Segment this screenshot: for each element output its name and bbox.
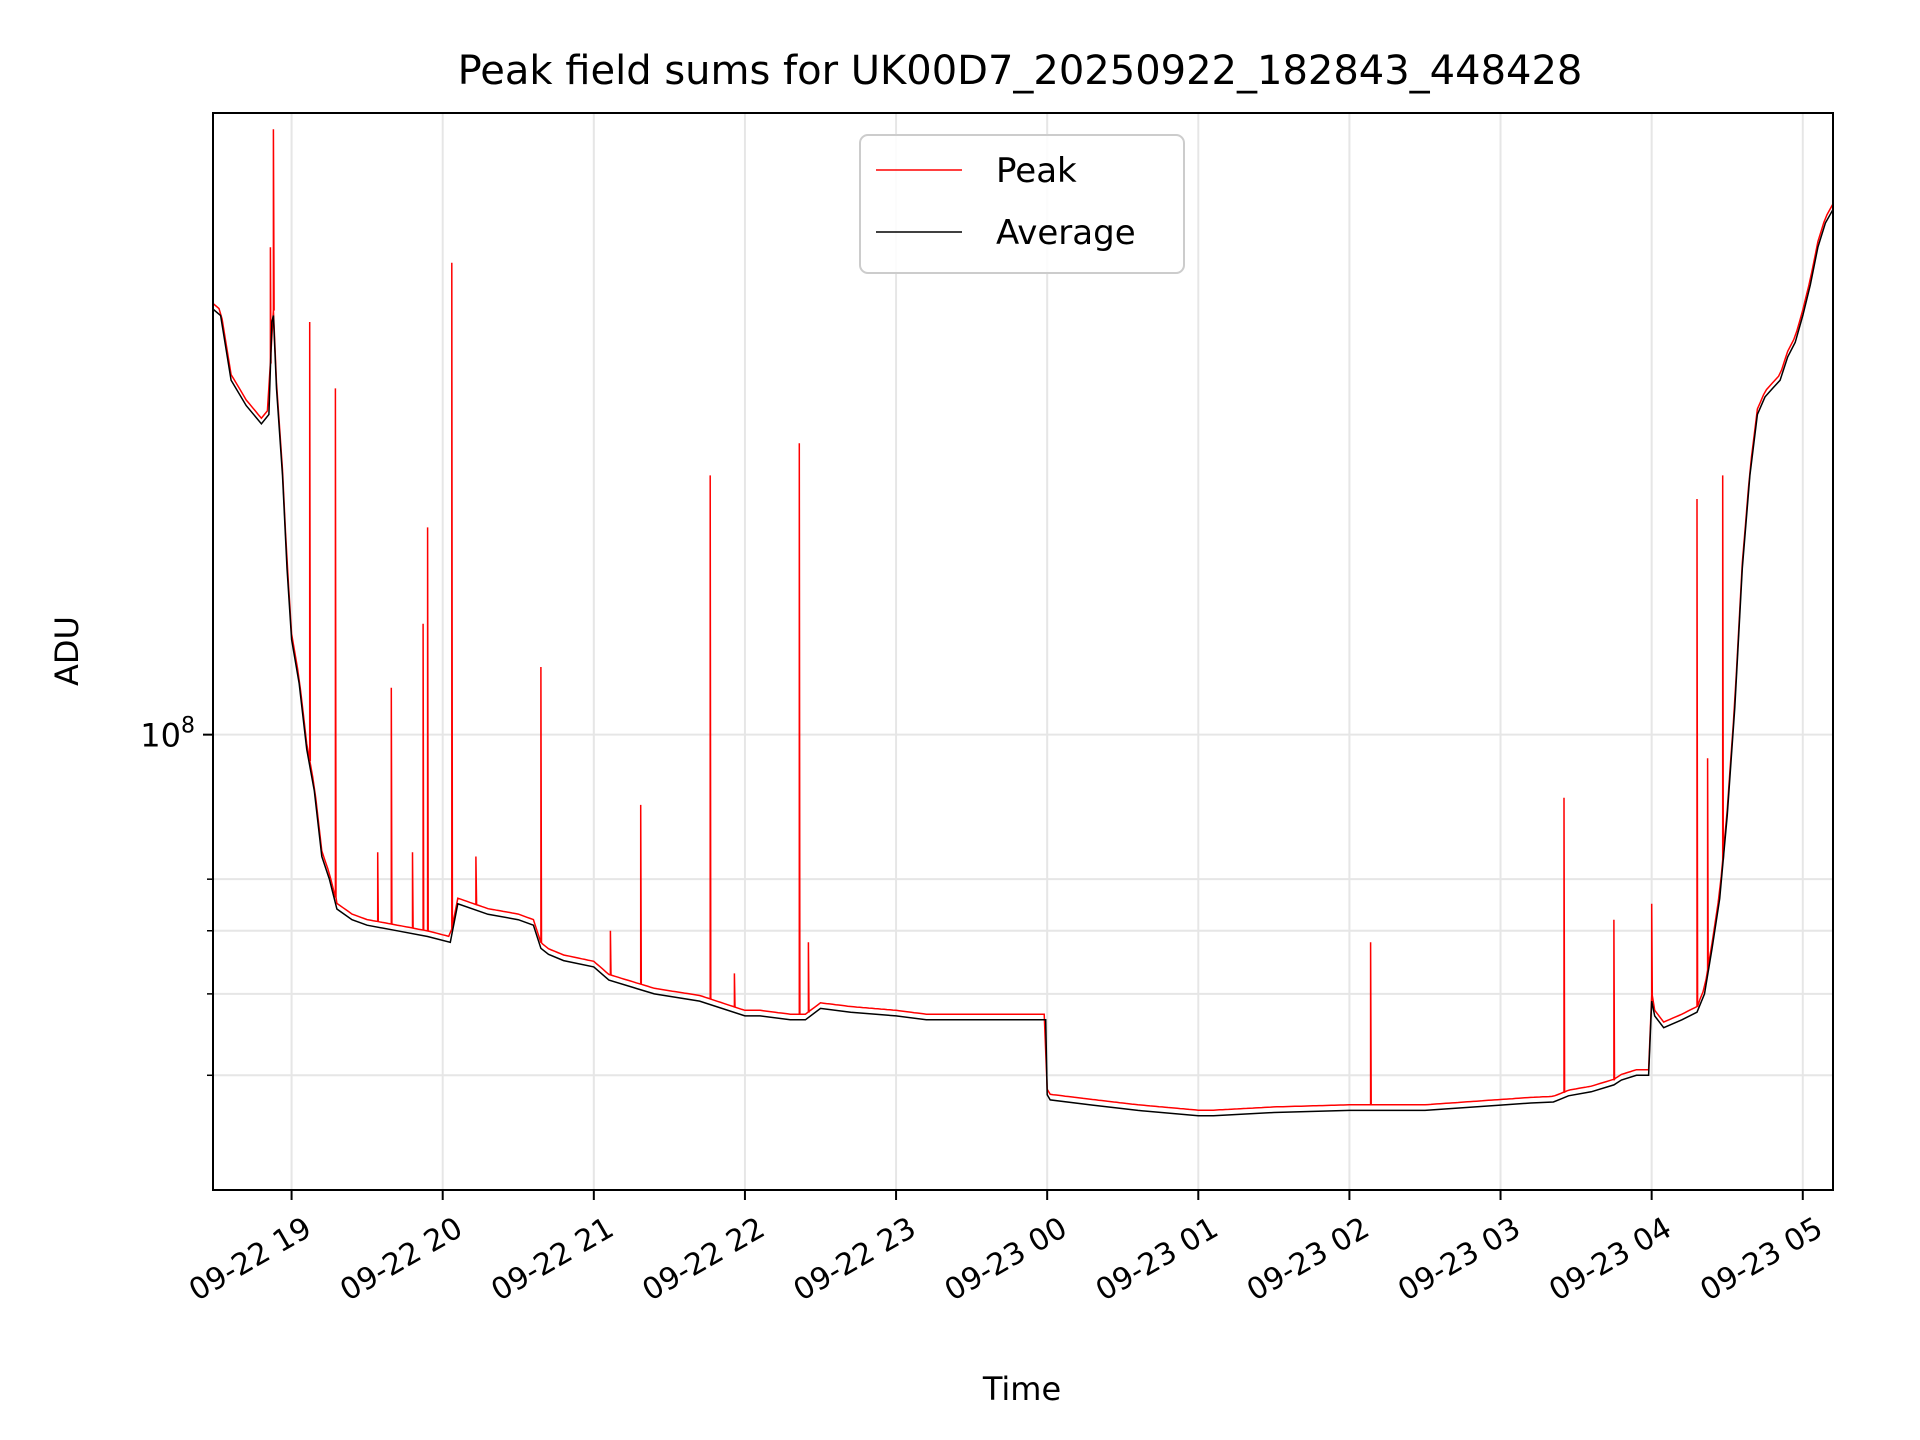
- legend: Peak Average: [859, 134, 1185, 274]
- average-line: [213, 209, 1833, 1117]
- peak-line: [213, 129, 1833, 1111]
- legend-peak-label: Peak: [996, 151, 1077, 191]
- y-axis-label: ADU: [48, 616, 86, 686]
- plot-frame: [212, 112, 1834, 1191]
- grid: [213, 113, 1833, 1190]
- chart-title: Peak field sums for UK00D7_20250922_1828…: [458, 48, 1583, 94]
- x-axis-label: Time: [982, 1370, 1061, 1408]
- y-tick-label: 108: [140, 714, 195, 755]
- series-layer: [213, 129, 1833, 1117]
- series-group: [213, 129, 1833, 1117]
- legend-average-label: Average: [996, 213, 1136, 253]
- y-axis: 108: [140, 714, 213, 1077]
